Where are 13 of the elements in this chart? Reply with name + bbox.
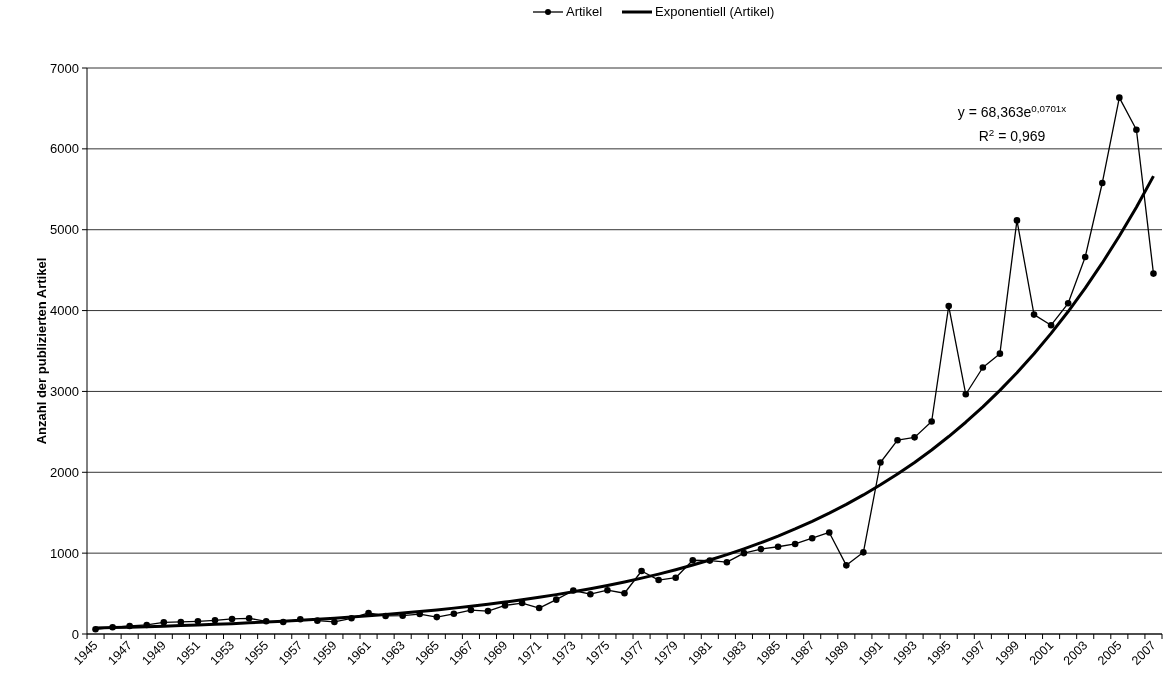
annotation: R$^{2}$ = 0,969 <box>978 126 1046 144</box>
y-tick-label: 6000 <box>50 141 79 157</box>
y-tick-label: 5000 <box>50 222 79 238</box>
y-tick-label: 7000 <box>50 60 79 76</box>
y-tick-label: 0 <box>71 626 79 642</box>
legend-label: Exponentiell (Artikel) <box>655 4 775 19</box>
y-tick-label: 1000 <box>50 545 79 561</box>
y-tick-label: 2000 <box>50 464 79 480</box>
y-axis-title: Anzahl der publizierten Artikel <box>34 257 49 445</box>
legend-label: Artikel <box>566 4 603 19</box>
y-tick-label: 4000 <box>50 303 79 319</box>
y-tick-label: 3000 <box>50 383 79 399</box>
annotation: y = 68,363e$^{0,0701x}$ <box>957 102 1067 120</box>
